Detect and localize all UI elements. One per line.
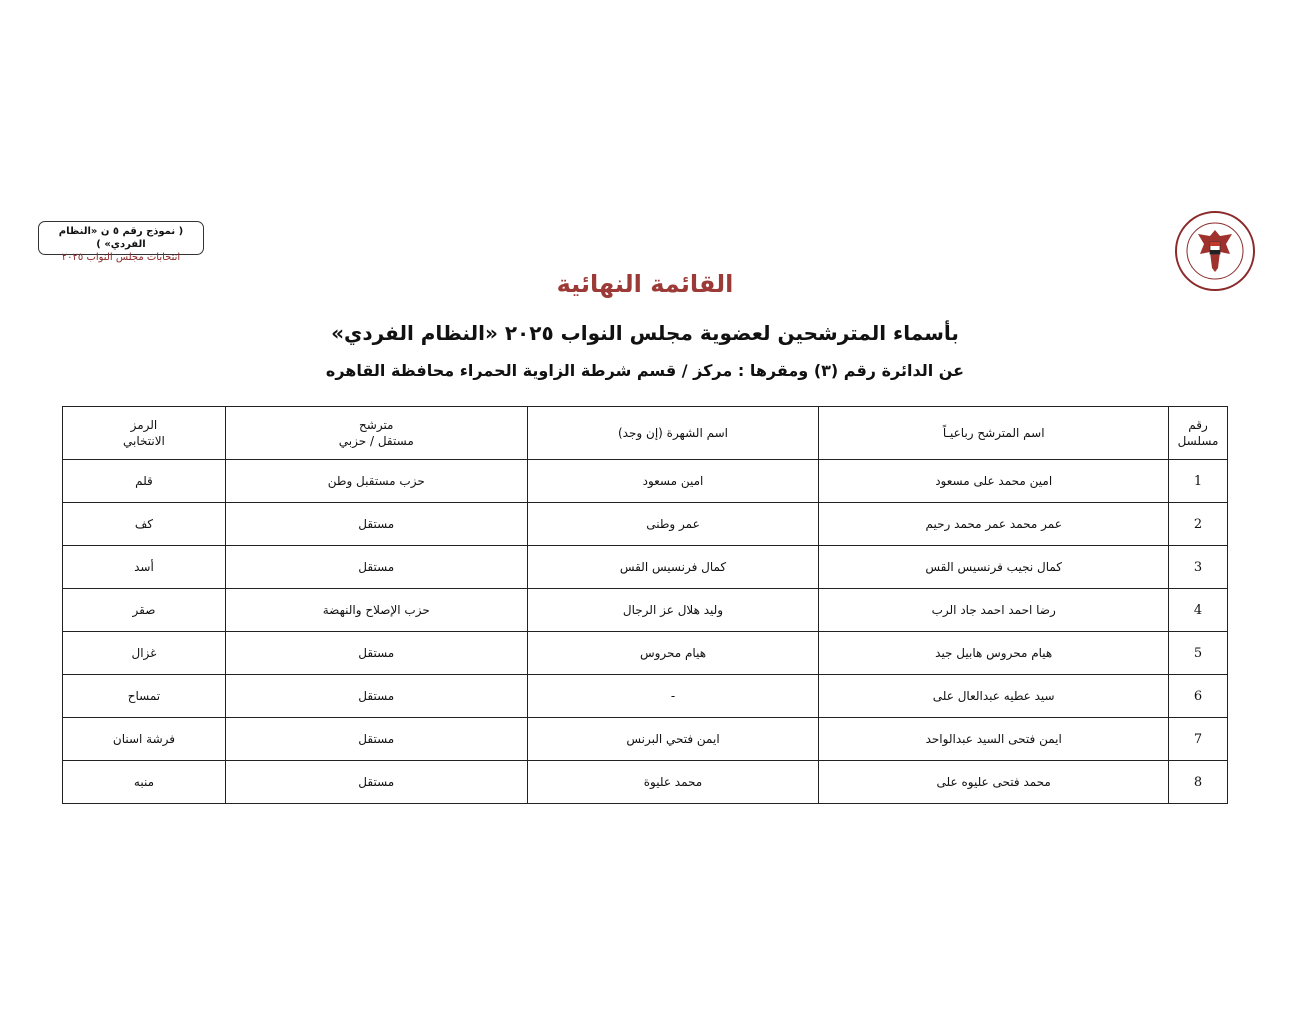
cell-symbol: فرشة اسنان: [62, 717, 226, 761]
cell-symbol: كف: [62, 502, 226, 546]
cell-type: حزب مستقبل وطن: [224, 459, 528, 503]
table-row: 5 هيام محروس هابيل جيد هيام محروس مستقل غزال: [62, 631, 1228, 675]
cell-name: امين محمد على مسعود: [818, 459, 1170, 503]
cell-type: مستقل: [224, 502, 528, 546]
cell-serial: 5: [1168, 631, 1228, 675]
cell-serial: 4: [1168, 588, 1228, 632]
cell-symbol: صقر: [62, 588, 226, 632]
cell-name: رضا احمد احمد جاد الرب: [818, 588, 1170, 632]
form-number-label: ( نموذج رقم ٥ ن «النظام الفردي» ): [58, 226, 184, 250]
cell-nickname: محمد عليوة: [526, 760, 820, 804]
cell-symbol: تمساح: [62, 674, 226, 718]
cell-type: مستقل: [224, 717, 528, 761]
header-serial: رقم مسلسل: [1168, 406, 1228, 460]
cell-name: محمد فتحى عليوه على: [818, 760, 1170, 804]
cell-serial: 8: [1168, 760, 1228, 804]
cell-serial: 2: [1168, 502, 1228, 546]
cell-symbol: قلم: [62, 459, 226, 503]
cell-name: سيد عطيه عبدالعال على: [818, 674, 1170, 718]
cell-nickname: وليد هلال عز الرجال: [526, 588, 820, 632]
cell-nickname: -: [526, 674, 820, 718]
cell-nickname: امين مسعود: [526, 459, 820, 503]
table-row: 6 سيد عطيه عبدالعال على - مستقل تمساح: [62, 674, 1228, 718]
page-subtitle: بأسماء المترشحين لعضوية مجلس النواب ٢٠٢٥…: [331, 321, 959, 345]
cell-name: هيام محروس هابيل جيد: [818, 631, 1170, 675]
header-type: مترشح مستقل / حزبي: [224, 406, 528, 460]
cell-name: عمر محمد عمر محمد رحيم: [818, 502, 1170, 546]
cell-nickname: هيام محروس: [526, 631, 820, 675]
table-row: 7 ايمن فتحى السيد عبدالواحد ايمن فتحي البر…: [62, 717, 1228, 761]
header-nickname: اسم الشهرة (إن وجد): [526, 406, 820, 460]
cell-serial: 7: [1168, 717, 1228, 761]
cell-name: ايمن فتحى السيد عبدالواحد: [818, 717, 1170, 761]
candidates-table: رقم مسلسل اسم المترشح رباعيـاً اسم الشهرة…: [62, 406, 1228, 804]
table-row: 1 امين محمد على مسعود امين مسعود حزب مستقبل…: [62, 459, 1228, 503]
district-info: عن الدائرة رقم (٣) ومقرها : مركز / قسم ش…: [325, 361, 965, 380]
cell-symbol: أسد: [62, 545, 226, 589]
cell-symbol: منبه: [62, 760, 226, 804]
cell-type: مستقل: [224, 545, 528, 589]
page-title: القائمة النهائية: [556, 270, 734, 298]
cell-serial: 6: [1168, 674, 1228, 718]
cell-type: مستقل: [224, 760, 528, 804]
table-row: 8 محمد فتحى عليوه على محمد عليوة مستقل منبه: [62, 760, 1228, 804]
form-number-box: ( نموذج رقم ٥ ن «النظام الفردي» ) انتخاب…: [38, 221, 204, 263]
cell-symbol: غزال: [62, 631, 226, 675]
header-name: اسم المترشح رباعيـاً: [818, 406, 1170, 460]
cell-nickname: عمر وطنى: [526, 502, 820, 546]
table-row: 2 عمر محمد عمر محمد رحيم عمر وطنى مستقل كف: [62, 502, 1228, 546]
header-symbol: الرمز الانتخابي: [62, 406, 226, 460]
national-election-authority-logo: [1175, 211, 1255, 291]
cell-serial: 1: [1168, 459, 1228, 503]
table-header-row: رقم مسلسل اسم المترشح رباعيـاً اسم الشهرة…: [62, 406, 1228, 460]
cell-serial: 3: [1168, 545, 1228, 589]
table-row: 3 كمال نجيب فرنسيس القس كمال فرنسيس القس مس…: [62, 545, 1228, 589]
cell-type: مستقل: [224, 631, 528, 675]
cell-nickname: ايمن فتحي البرنس: [526, 717, 820, 761]
election-label: انتخابات مجلس النواب ٢٠٢٥: [61, 252, 181, 263]
table-row: 4 رضا احمد احمد جاد الرب وليد هلال عز الرج…: [62, 588, 1228, 632]
cell-nickname: كمال فرنسيس القس: [526, 545, 820, 589]
cell-type: حزب الإصلاح والنهضة: [224, 588, 528, 632]
cell-name: كمال نجيب فرنسيس القس: [818, 545, 1170, 589]
cell-type: مستقل: [224, 674, 528, 718]
